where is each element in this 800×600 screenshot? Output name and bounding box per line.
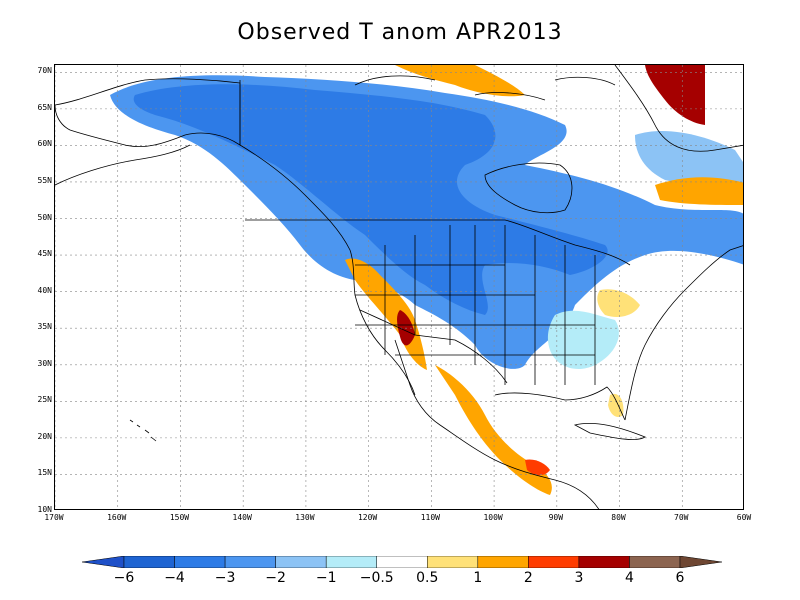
latitude-tick-label: 50N: [37, 212, 52, 222]
longitude-tick-label: 150W: [169, 513, 190, 522]
warm-anomaly-mexico: [435, 365, 552, 495]
colorbar-segment: [376, 556, 428, 568]
latitude-tick-label: 15N: [37, 468, 52, 478]
aleutian-coast: [55, 144, 191, 186]
hot-anomaly-arizona: [397, 310, 415, 346]
colorbar-tick-label: −1: [315, 570, 337, 586]
colorbar-segment: [325, 556, 377, 568]
anomaly-shading: [110, 65, 743, 495]
colorbar-segment: [123, 556, 175, 568]
us-state-lines: [355, 225, 596, 385]
latitude-tick-label: 40N: [37, 285, 52, 295]
colorbar-over-arrow: [679, 556, 722, 568]
map-frame: [54, 64, 744, 510]
longitude-tick-label: 70W: [674, 513, 689, 522]
alaska-coastline: [55, 78, 241, 148]
baja-and-mexico-coast: [394, 339, 600, 509]
longitude-tick-label: 170W: [44, 513, 64, 522]
longitude-tick-label: 140W: [232, 513, 252, 522]
colorbar-segment: [477, 556, 529, 568]
east-coast: [624, 245, 743, 421]
colorbar-tick-label: 4: [624, 570, 634, 586]
hawaii-islands: [129, 419, 157, 442]
colorbar-segment: [174, 556, 226, 568]
colorbar-segment: [528, 556, 580, 568]
longitude-tick-label: 110W: [420, 513, 440, 522]
colorbar-tick-label: −0.5: [359, 570, 394, 586]
colorbar-tick-label: 0.5: [416, 570, 439, 586]
latitude-tick-label: 35N: [37, 322, 52, 332]
longitude-tick-label: 130W: [295, 513, 315, 522]
cuba-island: [573, 422, 646, 440]
warm-anomaly-arctic: [395, 65, 525, 97]
latitude-tick-label: 20N: [37, 431, 52, 441]
colorbar-segment: [427, 556, 479, 568]
gulf-coast: [494, 386, 626, 421]
latitude-tick-label: 65N: [37, 102, 52, 112]
map-title: Observed T anom APR2013: [237, 20, 563, 45]
hudson-bay: [484, 162, 573, 214]
colorbar-tick-label: 2: [523, 570, 533, 586]
greenland-coast: [614, 65, 743, 152]
warm-anomaly-florida: [608, 393, 624, 417]
longitude-tick-label: 80W: [611, 513, 626, 522]
latitude-tick-label: 55N: [37, 175, 52, 185]
latitude-tick-label: 45N: [37, 249, 52, 259]
colorbar-tick-label: −3: [214, 570, 236, 586]
temperature-anomaly-map: [55, 65, 743, 509]
us-canada-border: [245, 219, 631, 266]
colorbar-tick-label: 3: [574, 570, 584, 586]
coastlines-and-borders: [55, 65, 743, 509]
colorbar-segment: [629, 556, 681, 568]
longitude-tick-label: 120W: [357, 513, 378, 522]
latitude-tick-label: 25N: [37, 395, 52, 405]
colorbar-tick-label: −4: [164, 570, 185, 586]
colorbar: [82, 556, 722, 568]
strong-cold-core: [133, 84, 608, 315]
longitude-tick-label: 60W: [736, 513, 752, 522]
warm-anomaly-midatlantic: [597, 289, 640, 317]
hot-anomaly-central-america: [525, 459, 550, 476]
colorbar-tick-label: −2: [265, 570, 286, 586]
graticule: [55, 65, 743, 509]
us-mexico-border: [359, 309, 508, 384]
colorbar-segment: [275, 556, 327, 568]
colorbar-under-arrow: [82, 556, 125, 568]
arctic-islands: [354, 75, 616, 101]
hot-anomaly-greenland: [645, 65, 705, 125]
colorbar-tick-label: −6: [113, 570, 135, 586]
colorbar-segment: [224, 556, 276, 568]
light-cold-southeast: [547, 310, 619, 370]
longitude-tick-label: 100W: [483, 513, 503, 522]
longitude-tick-label: 160W: [107, 513, 127, 522]
colorbar-tick-label: 1: [473, 570, 483, 586]
latitude-tick-label: 30N: [37, 358, 52, 368]
colorbar-segment: [578, 556, 630, 568]
longitude-tick-label: 90W: [548, 513, 564, 522]
latitude-tick-label: 10N: [37, 505, 52, 514]
colorbar-tick-label: 6: [675, 570, 685, 586]
warm-anomaly-labrador: [655, 177, 743, 205]
latitude-tick-label: 60N: [37, 139, 52, 149]
latitude-tick-label: 70N: [37, 66, 52, 76]
